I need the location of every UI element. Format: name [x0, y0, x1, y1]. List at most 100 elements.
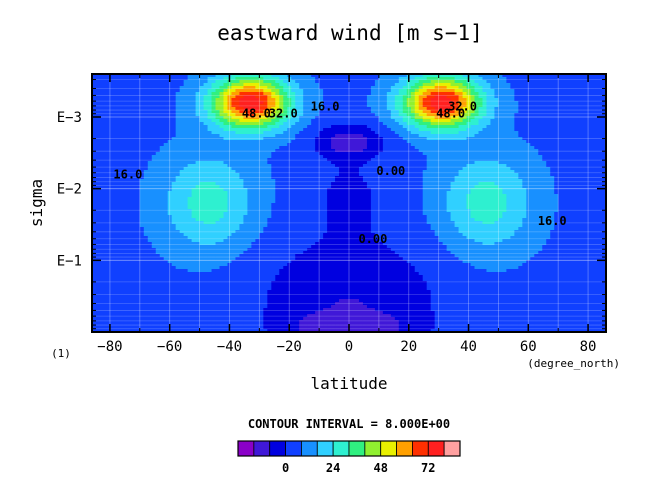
- field-cell: [582, 83, 587, 87]
- field-cell: [187, 140, 193, 144]
- field-cell: [339, 86, 344, 90]
- field-cell: [482, 182, 488, 186]
- field-cell: [390, 80, 396, 84]
- field-cell: [454, 161, 460, 165]
- field-cell: [470, 110, 476, 114]
- field-cell: [187, 176, 193, 180]
- field-cell: [287, 170, 292, 174]
- field-cell: [510, 161, 515, 165]
- field-cell: [466, 170, 472, 174]
- field-cell: [542, 80, 547, 84]
- field-cell: [462, 164, 468, 168]
- field-cell: [291, 152, 296, 156]
- field-cell: [175, 179, 181, 183]
- field-cell: [358, 137, 364, 141]
- field-cell: [263, 74, 268, 78]
- field-cell: [422, 143, 428, 147]
- field-cell: [227, 188, 233, 192]
- field-cell: [287, 104, 292, 108]
- field-cell: [195, 167, 201, 171]
- field-cell: [410, 110, 416, 114]
- field-cell: [279, 170, 284, 174]
- field-cell: [339, 116, 344, 120]
- field-cell: [490, 104, 496, 108]
- field-cell: [159, 92, 165, 96]
- field-cell: [323, 98, 328, 102]
- field-cell: [550, 89, 555, 93]
- field-cell: [259, 137, 264, 141]
- field-cell: [498, 128, 503, 132]
- field-cell: [486, 128, 492, 132]
- field-cell: [267, 110, 272, 114]
- field-cell: [590, 176, 595, 180]
- field-cell: [442, 176, 448, 180]
- field-cell: [458, 173, 464, 177]
- field-cell: [550, 128, 555, 132]
- field-cell: [374, 107, 380, 111]
- field-cell: [550, 140, 555, 144]
- field-cell: [442, 86, 448, 90]
- field-cell: [362, 125, 368, 129]
- field-cell: [343, 155, 348, 159]
- field-cell: [303, 104, 308, 108]
- field-cell: [159, 182, 165, 186]
- field-cell: [450, 101, 456, 105]
- field-cell: [430, 101, 436, 105]
- field-cell: [123, 116, 129, 120]
- field-cell: [335, 152, 340, 156]
- field-cell: [251, 83, 256, 87]
- field-cell: [438, 143, 444, 147]
- field-cell: [506, 176, 511, 180]
- field-cell: [406, 128, 412, 132]
- field-cell: [586, 83, 591, 87]
- field-cell: [279, 131, 284, 135]
- field-cell: [354, 161, 360, 165]
- field-cell: [135, 164, 141, 168]
- field-cell: [522, 134, 527, 138]
- field-cell: [494, 152, 500, 156]
- field-cell: [175, 77, 181, 81]
- field-cell: [163, 179, 169, 183]
- field-cell: [458, 137, 464, 141]
- field-cell: [410, 98, 416, 102]
- field-cell: [251, 170, 256, 174]
- field-cell: [354, 107, 360, 111]
- field-cell: [558, 155, 563, 159]
- field-cell: [422, 125, 428, 129]
- field-cell: [215, 188, 221, 192]
- field-cell: [358, 95, 364, 99]
- field-cell: [466, 122, 472, 126]
- field-cell: [159, 83, 165, 87]
- field-cell: [259, 158, 264, 162]
- field-cell: [566, 176, 571, 180]
- field-cell: [566, 113, 571, 117]
- field-cell: [199, 134, 205, 138]
- field-cell: [390, 164, 396, 168]
- field-cell: [414, 86, 420, 90]
- field-cell: [414, 182, 420, 186]
- field-cell: [510, 80, 515, 84]
- field-cell: [183, 119, 189, 123]
- field-cell: [323, 182, 328, 186]
- field-cell: [323, 86, 328, 90]
- field-cell: [227, 119, 233, 123]
- field-cell: [323, 83, 328, 87]
- field-cell: [422, 173, 428, 177]
- field-cell: [506, 140, 511, 144]
- field-cell: [139, 113, 145, 117]
- field-cell: [354, 152, 360, 156]
- field-cell: [458, 92, 464, 96]
- field-cell: [498, 170, 503, 174]
- field-cell: [386, 131, 392, 135]
- field-cell: [378, 80, 384, 84]
- field-cell: [542, 140, 547, 144]
- field-cell: [171, 152, 177, 156]
- field-cell: [486, 110, 492, 114]
- field-cell: [574, 140, 579, 144]
- field-cell: [550, 155, 555, 159]
- field-cell: [319, 101, 324, 105]
- field-cell: [582, 125, 587, 129]
- field-cell: [602, 155, 606, 159]
- field-cell: [183, 170, 189, 174]
- field-cell: [275, 161, 280, 165]
